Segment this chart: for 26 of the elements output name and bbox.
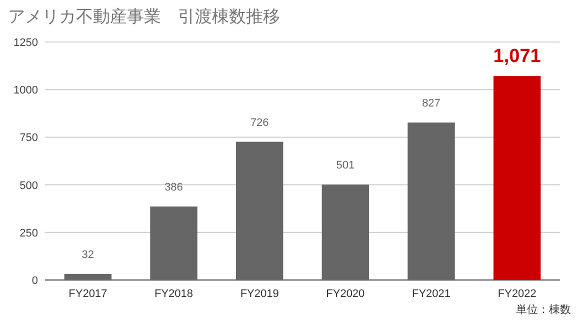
- data-label: 386: [164, 182, 183, 194]
- x-tick-label: FY2019: [240, 288, 279, 300]
- y-tick-label: 0: [32, 275, 38, 287]
- bar: [322, 184, 370, 280]
- data-label: 726: [250, 116, 269, 129]
- y-tick-label: 750: [20, 132, 38, 144]
- x-tick-label: FY2022: [498, 288, 536, 300]
- bar: [236, 142, 284, 280]
- bar: [493, 76, 541, 280]
- data-label: 501: [336, 160, 355, 172]
- bar: [408, 122, 455, 280]
- x-tick-label: FY2021: [412, 288, 451, 300]
- data-label: 1,071: [493, 46, 542, 68]
- data-label: 32: [82, 248, 94, 261]
- data-label: 827: [422, 98, 440, 110]
- y-tick-label: 250: [20, 227, 38, 240]
- chart-title: アメリカ不動産事業 引渡棟数推移: [8, 7, 280, 26]
- x-tick-label: FY2018: [154, 288, 194, 300]
- x-tick-label: FY2017: [68, 288, 108, 300]
- y-tick-label: 1250: [14, 37, 38, 49]
- bar: [150, 206, 198, 280]
- x-tick-label: FY2020: [326, 288, 365, 300]
- y-tick-label: 1000: [14, 84, 38, 97]
- text: 単位：棟数: [516, 303, 571, 316]
- y-tick-label: 500: [20, 180, 38, 192]
- bar: [64, 274, 112, 280]
